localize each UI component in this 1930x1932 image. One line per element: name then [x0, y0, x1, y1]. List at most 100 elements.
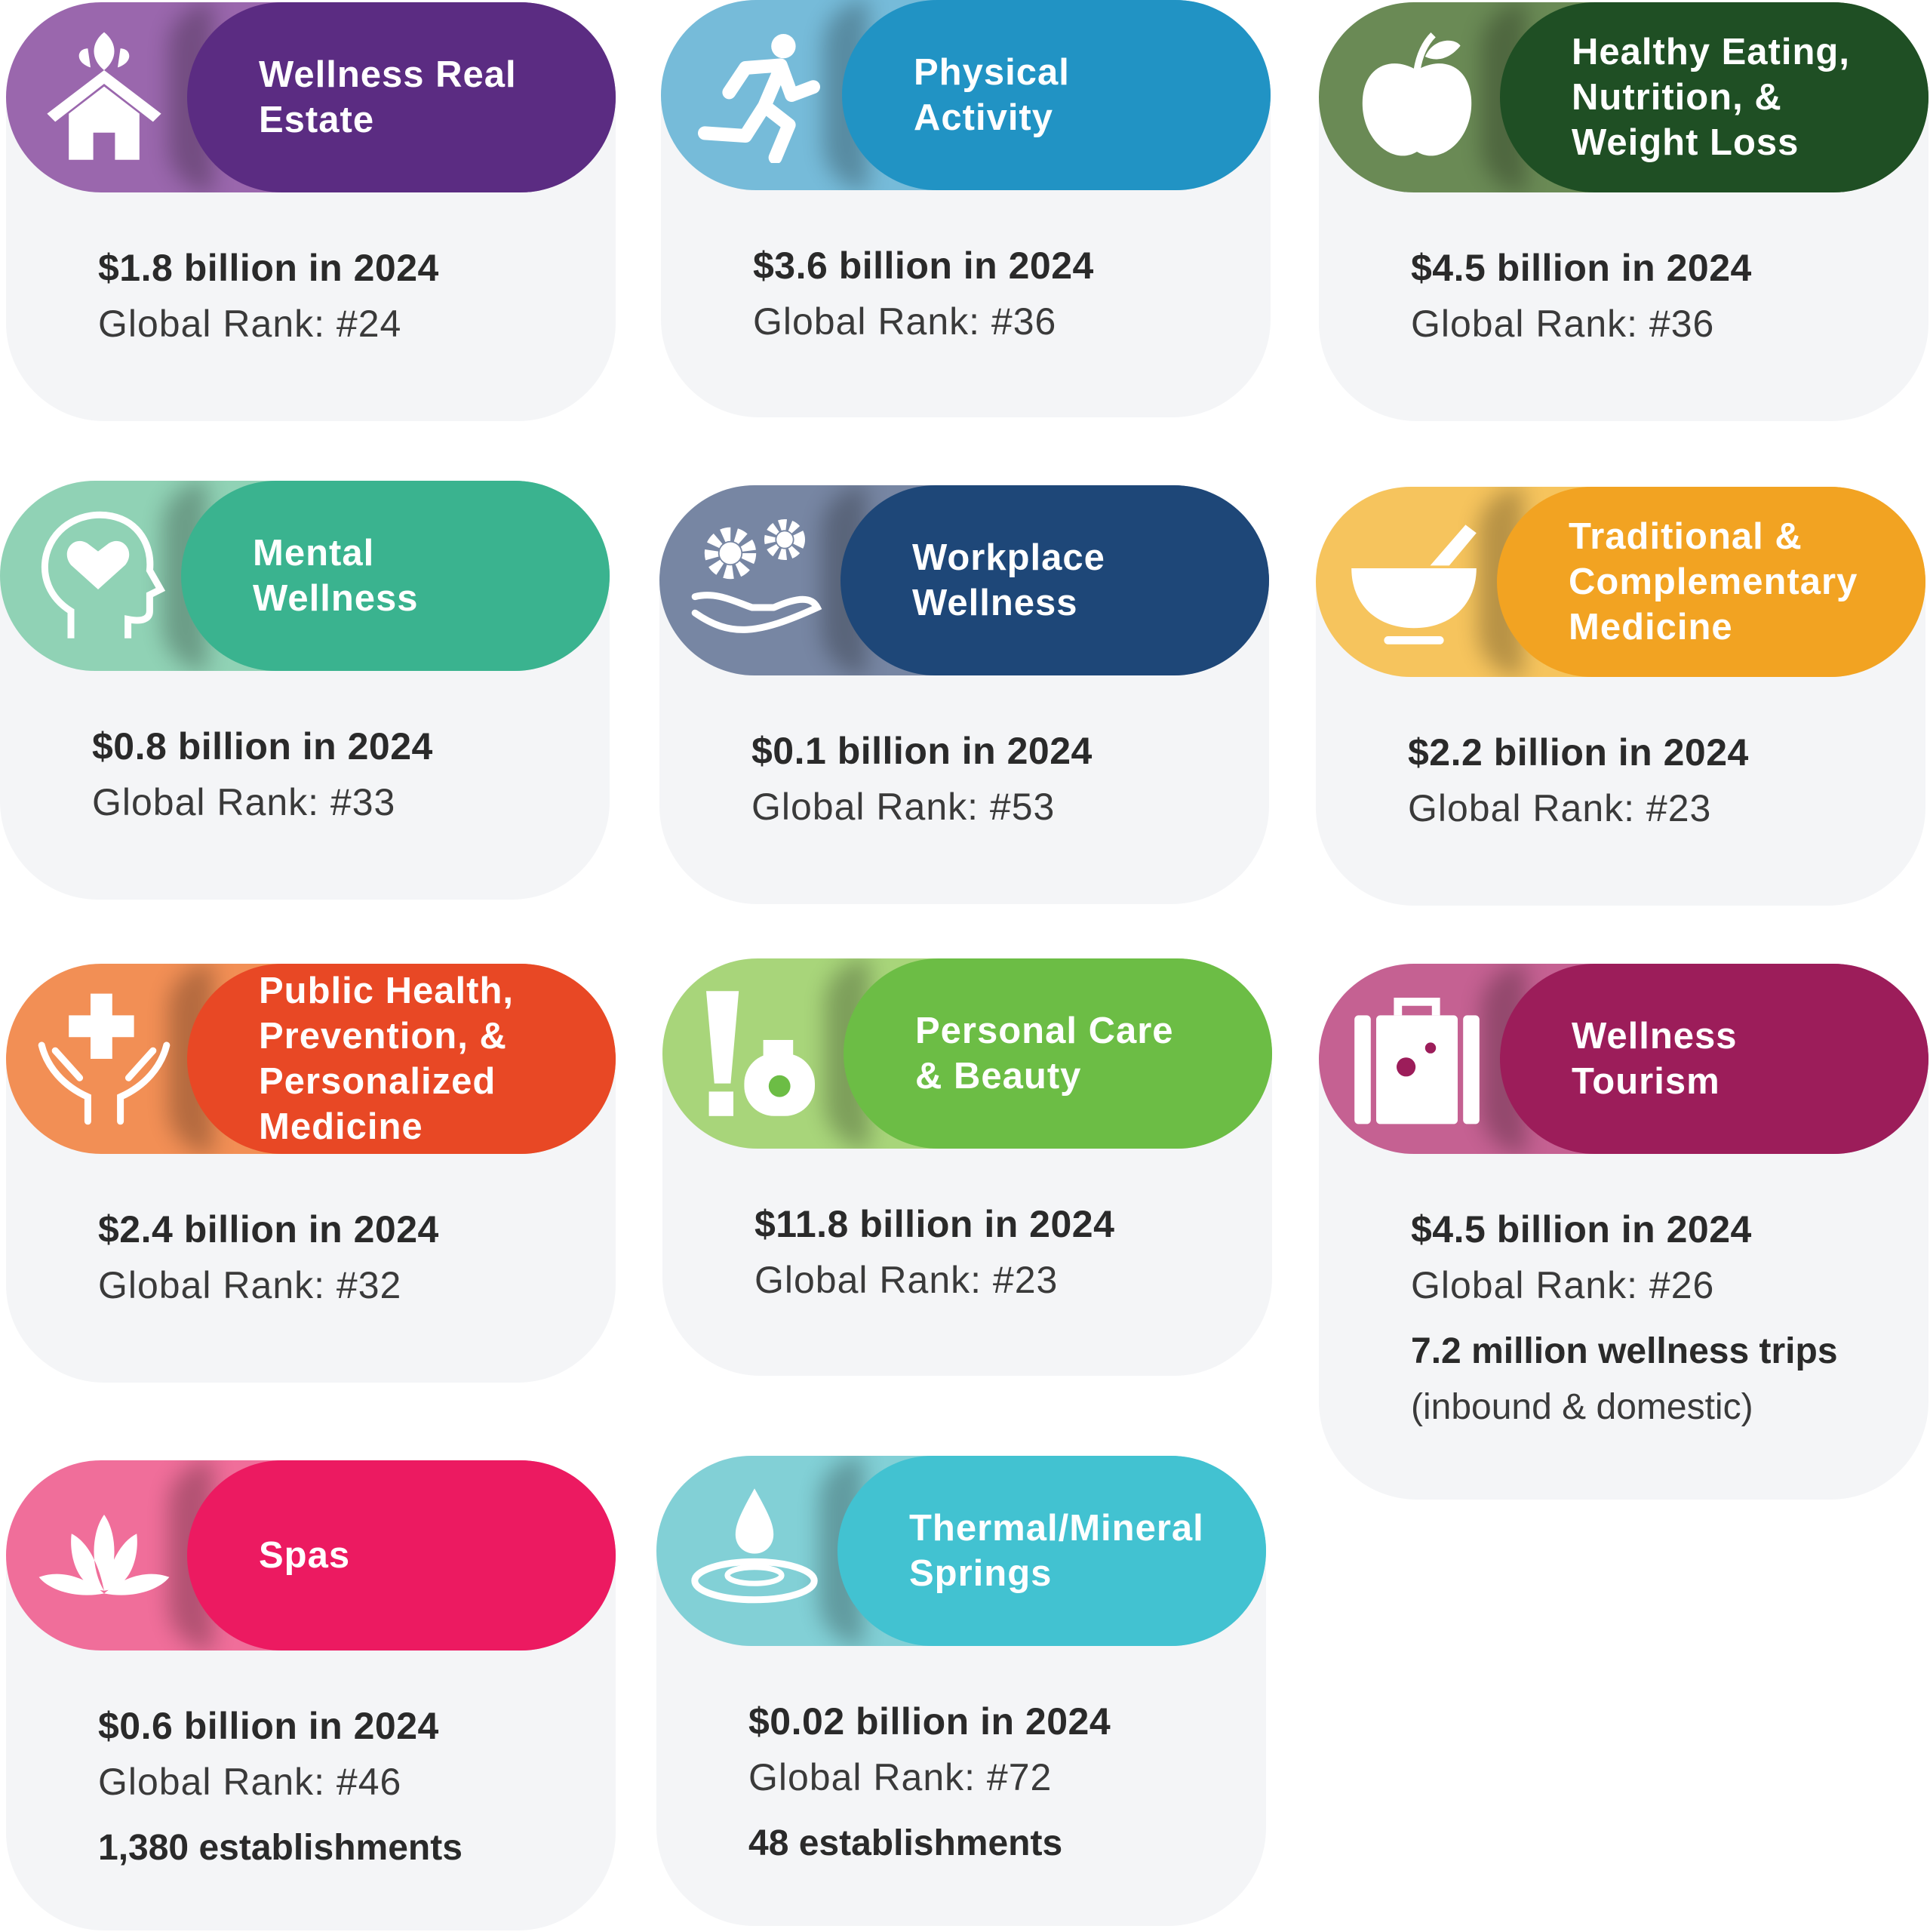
category-card-workplace-wellness: Workplace Wellness $0.1 billion in 2024 …: [659, 485, 1269, 904]
category-card-wellness-tourism: Wellness Tourism $4.5 billion in 2024 Gl…: [1319, 964, 1928, 1500]
card-body: $1.8 billion in 2024 Global Rank: #24: [6, 192, 616, 352]
card-body: $11.8 billion in 2024 Global Rank: #23: [662, 1149, 1272, 1308]
category-card-personal-care-beauty: Personal Care & Beauty $11.8 billion in …: [662, 958, 1272, 1376]
header-band: [1497, 487, 1925, 677]
card-body: $0.6 billion in 2024 Global Rank: #46 1,…: [6, 1651, 616, 1876]
market-value: $3.6 billion in 2024: [753, 245, 1094, 287]
gears-hand-icon: [690, 512, 825, 648]
market-value: $4.5 billion in 2024: [1411, 247, 1752, 289]
card-body: $2.4 billion in 2024 Global Rank: #32: [6, 1154, 616, 1313]
water-drop-icon: [687, 1483, 822, 1619]
market-value: $0.02 billion in 2024: [748, 1700, 1111, 1743]
card-title: Wellness Tourism: [1572, 1016, 1738, 1102]
water-drop-icon-graphic: [691, 1488, 818, 1604]
market-value: $11.8 billion in 2024: [754, 1203, 1115, 1245]
card-body: $4.5 billion in 2024 Global Rank: #26 7.…: [1319, 1154, 1928, 1435]
card-header: Wellness Real Estate: [6, 2, 616, 192]
suitcase-icon-graphic: [1354, 998, 1480, 1124]
category-card-traditional-complementary-medicine: Traditional & Complementary Medicine $2.…: [1316, 487, 1925, 906]
card-header: Public Health, Prevention, & Personalize…: [6, 964, 616, 1154]
card-body: $0.1 billion in 2024 Global Rank: #53: [659, 675, 1269, 835]
running-person-icon: [691, 27, 827, 165]
category-card-physical-activity: Physical Activity $3.6 billion in 2024 G…: [661, 0, 1271, 417]
header-band: [1500, 2, 1928, 192]
card-body: $2.2 billion in 2024 Global Rank: #23: [1316, 677, 1925, 836]
category-card-mental-wellness: Mental Wellness $0.8 billion in 2024 Glo…: [0, 481, 610, 900]
card-header: Spas: [6, 1460, 616, 1651]
card-title: Traditional & Complementary Medicine: [1569, 516, 1858, 648]
category-card-wellness-real-estate: Wellness Real Estate $1.8 billion in 202…: [6, 2, 616, 421]
card-title: Spas: [259, 1535, 351, 1576]
mortar-pestle-icon: [1346, 514, 1482, 650]
global-rank: Global Rank: #72: [748, 1756, 1053, 1798]
market-value: $1.8 billion in 2024: [98, 247, 439, 289]
lotus-icon-graphic: [38, 1515, 170, 1595]
suitcase-icon: [1349, 991, 1485, 1127]
extra-note: (inbound & domestic): [1411, 1387, 1753, 1427]
card-header: Workplace Wellness: [659, 485, 1269, 675]
global-rank: Global Rank: #23: [1408, 787, 1712, 829]
global-rank: Global Rank: #32: [98, 1264, 402, 1306]
market-value: $2.2 billion in 2024: [1408, 731, 1749, 774]
global-rank: Global Rank: #33: [92, 781, 396, 823]
category-card-healthy-eating-nutrition-weight-loss: Healthy Eating, Nutrition, & Weight Loss…: [1319, 2, 1928, 421]
category-card-spas: Spas $0.6 billion in 2024 Global Rank: #…: [6, 1460, 616, 1930]
header-band: [842, 0, 1271, 190]
card-title: Workplace Wellness: [912, 537, 1105, 623]
market-value: $2.4 billion in 2024: [98, 1208, 439, 1251]
mortar-pestle-icon-graphic: [1351, 525, 1477, 645]
header-band: [187, 1460, 616, 1651]
card-header: Traditional & Complementary Medicine: [1316, 487, 1925, 677]
global-rank: Global Rank: #53: [751, 786, 1056, 828]
extra-stat: 1,380 establishments: [98, 1828, 463, 1868]
apple-icon-graphic: [1362, 32, 1472, 156]
cosmetics-icon-graphic: [706, 991, 815, 1116]
category-card-public-health-prevention-personalized-medicine: Public Health, Prevention, & Personalize…: [6, 964, 616, 1383]
header-band: [1500, 964, 1928, 1154]
global-rank: Global Rank: #24: [98, 303, 402, 345]
card-title: Mental Wellness: [253, 533, 419, 619]
card-header: Healthy Eating, Nutrition, & Weight Loss: [1319, 2, 1928, 192]
market-value: $0.6 billion in 2024: [98, 1705, 439, 1747]
global-rank: Global Rank: #46: [98, 1761, 402, 1803]
card-title: Healthy Eating, Nutrition, & Weight Loss: [1572, 32, 1850, 163]
house-leaf-icon-graphic: [47, 32, 161, 160]
market-value: $0.1 billion in 2024: [751, 730, 1093, 772]
header-band: [187, 964, 616, 1154]
card-title: Physical Activity: [914, 52, 1070, 138]
card-title: Personal Care & Beauty: [915, 1011, 1174, 1097]
category-card-thermal-mineral-springs: Thermal/Mineral Springs $0.02 billion in…: [656, 1456, 1266, 1926]
gears-hand-icon-graphic: [691, 519, 822, 633]
extra-stat: 48 establishments: [748, 1823, 1063, 1863]
card-title: Public Health, Prevention, & Personalize…: [259, 971, 515, 1147]
card-header: Thermal/Mineral Springs: [656, 1456, 1266, 1646]
head-heart-icon: [30, 508, 166, 644]
market-value: $4.5 billion in 2024: [1411, 1208, 1752, 1251]
global-rank: Global Rank: #26: [1411, 1264, 1715, 1306]
hands-cross-icon: [36, 991, 172, 1127]
card-body: $0.8 billion in 2024 Global Rank: #33: [0, 671, 610, 830]
card-body: $3.6 billion in 2024 Global Rank: #36: [661, 190, 1271, 349]
global-rank: Global Rank: #36: [1411, 303, 1715, 345]
header-band: [837, 1456, 1266, 1646]
card-body: $0.02 billion in 2024 Global Rank: #72 4…: [656, 1646, 1266, 1872]
card-header: Wellness Tourism: [1319, 964, 1928, 1154]
card-header: Physical Activity: [661, 0, 1271, 190]
head-heart-icon-graphic: [41, 511, 166, 638]
card-title: Wellness Real Estate: [259, 54, 517, 140]
running-person-icon-graphic: [698, 34, 820, 165]
card-header: Mental Wellness: [0, 481, 610, 671]
extra-stat: 7.2 million wellness trips: [1411, 1331, 1838, 1371]
hands-cross-icon-graphic: [38, 993, 171, 1125]
lotus-icon: [36, 1487, 172, 1623]
global-rank: Global Rank: #23: [754, 1259, 1059, 1301]
house-leaf-icon: [36, 29, 172, 165]
header-band: [844, 958, 1272, 1149]
card-title: Thermal/Mineral Springs: [909, 1508, 1204, 1594]
cosmetics-icon: [693, 986, 828, 1121]
card-header: Personal Care & Beauty: [662, 958, 1272, 1149]
header-band: [187, 2, 616, 192]
apple-icon: [1349, 29, 1485, 165]
market-value: $0.8 billion in 2024: [92, 725, 433, 768]
global-rank: Global Rank: #36: [753, 300, 1057, 343]
